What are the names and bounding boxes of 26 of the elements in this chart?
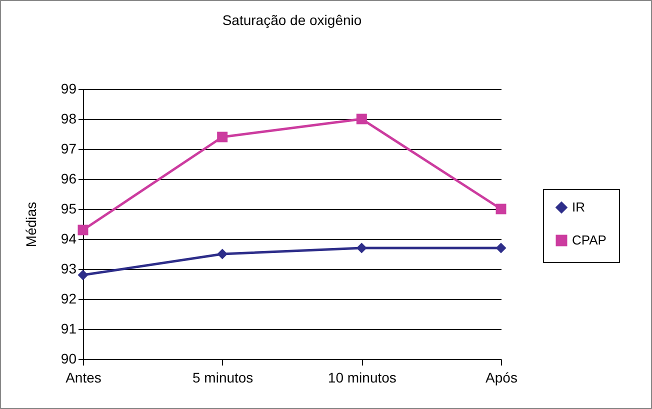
y-tick-label: 99	[60, 80, 77, 96]
y-tick-label: 96	[60, 170, 77, 186]
x-tick-label: 10 minutos	[328, 370, 396, 386]
y-tick-label: 97	[60, 140, 77, 156]
y-tick-label: 92	[60, 290, 77, 306]
x-tick-label: 5 minutos	[192, 370, 254, 386]
point	[356, 114, 367, 124]
legend-label: CPAP	[572, 232, 606, 248]
chart-title: Saturação de oxigênio	[222, 12, 362, 28]
x-tick-label: Após	[486, 370, 518, 386]
y-tick-label: 90	[60, 350, 77, 366]
point	[217, 248, 228, 260]
y-axis-title: Médias	[22, 202, 39, 248]
y-tick-label: 98	[60, 110, 77, 126]
y-tick-label: 93	[60, 260, 77, 276]
y-tick-label: 94	[60, 230, 77, 246]
point	[496, 204, 506, 214]
x-tick-label: Antes	[66, 370, 102, 386]
point	[217, 132, 228, 142]
legend-label: IR	[572, 200, 585, 214]
point	[356, 242, 367, 254]
point	[496, 242, 506, 254]
y-tick-label: 95	[60, 200, 77, 216]
point	[78, 270, 88, 280]
y-tick-label: 91	[60, 320, 77, 336]
point	[78, 224, 88, 236]
